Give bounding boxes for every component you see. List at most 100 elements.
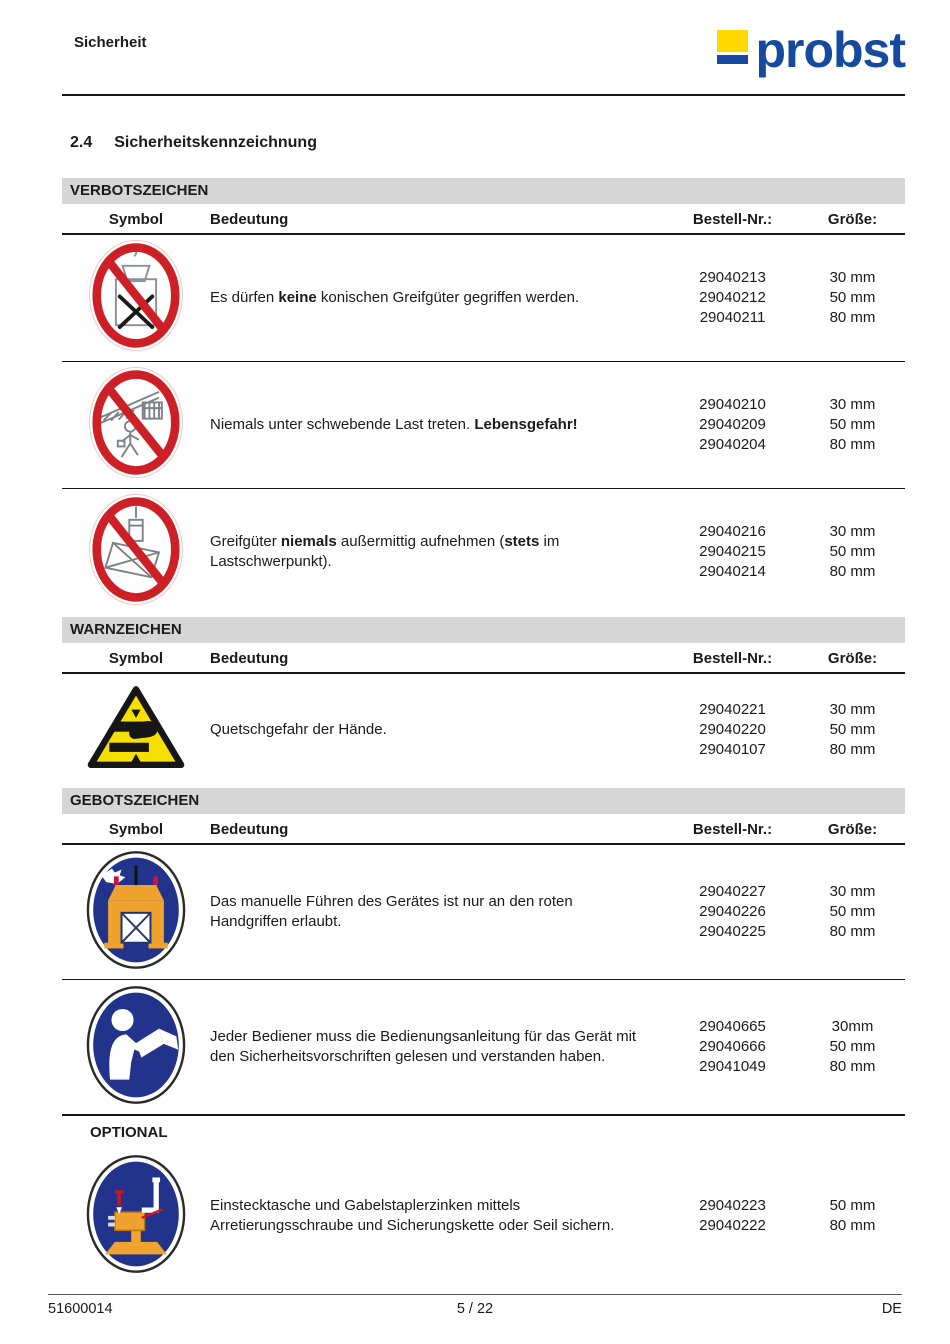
size-value: 50 mm — [829, 721, 876, 738]
order-number: 29041049 — [699, 1058, 766, 1075]
symbol-cell — [62, 362, 210, 488]
column-header-size: Größe: — [827, 211, 878, 228]
order-numbers: 29040221 29040220 29040107 — [665, 700, 800, 760]
order-number: 29040222 — [699, 1217, 766, 1234]
table-row: Jeder Bediener muss die Bedienungsanleit… — [62, 980, 905, 1116]
table-row: Niemals unter schwebende Last treten. Le… — [62, 362, 905, 489]
meaning-text: Es dürfen keine konischen Greifgüter geg… — [210, 288, 648, 308]
no-standing-under-load-prohibition-icon — [88, 366, 184, 484]
symbol-cell — [62, 1150, 210, 1283]
symbol-cell — [62, 981, 210, 1114]
size-value: 80 mm — [829, 436, 876, 453]
symbol-cell — [62, 846, 210, 979]
table-row: Das manuelle Führen des Gerätes ist nur … — [62, 845, 905, 980]
size-value: 80 mm — [829, 741, 876, 758]
order-number: 29040204 — [699, 436, 766, 453]
footer-language: DE — [881, 1301, 902, 1317]
safety-signs-table: VERBOTSZEICHEN Symbol Bedeutung Bestell-Nr.… — [62, 178, 905, 1291]
read-operating-manual-mandatory-icon — [86, 985, 186, 1110]
section-title: Sicherheitskennzeichnung — [114, 134, 317, 151]
order-number: 29040209 — [699, 416, 766, 433]
order-number: 29040225 — [699, 923, 766, 940]
column-header-symbol: Symbol — [108, 211, 164, 228]
group-verbote: VERBOTSZEICHEN Symbol Bedeutung Bestell-Nr.… — [62, 178, 905, 615]
size-value: 80 mm — [829, 1058, 876, 1075]
column-header-size: Größe: — [827, 821, 878, 838]
column-header-meaning: Bedeutung — [210, 650, 289, 667]
size-value: 30 mm — [829, 269, 876, 286]
order-number: 29040220 — [699, 721, 766, 738]
column-header-order-no: Bestell-Nr.: — [692, 211, 773, 228]
order-number: 29040227 — [699, 883, 766, 900]
column-header-row: Symbol Bedeutung Bestell-Nr.: Größe: — [62, 814, 905, 845]
group-optional: OPTIONAL Einstecktasche und Gabelstapler… — [62, 1116, 905, 1291]
size-value: 30mm — [831, 1018, 874, 1035]
size-value: 80 mm — [829, 923, 876, 940]
meaning-segment: Quetschgefahr der Hände. — [210, 721, 387, 738]
order-number: 29040211 — [699, 309, 766, 326]
meaning-text: Quetschgefahr der Hände. — [210, 720, 648, 740]
group-warn: WARNZEICHEN Symbol Bedeutung Bestell-Nr.: Gr… — [62, 617, 905, 786]
footer-doc-number: 51600014 — [48, 1301, 113, 1317]
probst-logo-mark-icon — [717, 30, 749, 64]
meaning-segment: keine — [278, 289, 317, 306]
hand-crush-warning-icon — [84, 682, 188, 779]
section-bar-verbote: VERBOTSZEICHEN — [62, 178, 905, 204]
meaning-segment: Jeder Bediener muss die Bedienungsanleit… — [210, 1028, 637, 1065]
page-header: Sicherheit probst — [62, 22, 906, 90]
meaning-segment: im Lastschwerpunkt). — [210, 533, 560, 570]
optional-label: OPTIONAL — [90, 1124, 168, 1141]
size-value: 50 mm — [829, 543, 876, 560]
order-number: 29040665 — [699, 1018, 766, 1035]
column-header-meaning: Bedeutung — [210, 821, 289, 838]
meaning-segment: Einstecktasche und Gabelstaplerzinken mi… — [210, 1197, 615, 1234]
no-off-center-lifting-prohibition-icon — [88, 493, 184, 611]
sizes: 30 mm 50 mm 80 mm — [800, 700, 905, 760]
footer-page-number: 5 / 22 — [456, 1301, 494, 1317]
table-row: Quetschgefahr der Hände. 29040221 29040220… — [62, 674, 905, 786]
meaning-text: Einstecktasche und Gabelstaplerzinken mi… — [210, 1196, 648, 1236]
order-number: 29040214 — [699, 563, 766, 580]
meaning-segment: außermittig aufnehmen ( — [336, 533, 505, 550]
section-heading: 2.4 Sicherheitskennzeichnung — [70, 134, 905, 152]
symbol-cell — [62, 235, 210, 361]
meaning-segment: stets — [504, 533, 540, 550]
column-header-meaning: Bedeutung — [210, 211, 289, 228]
size-value: 30 mm — [829, 883, 876, 900]
meaning-segment: konischen Greifgüter gegriffen werden. — [316, 289, 580, 306]
meaning-segment: Es dürfen — [210, 289, 279, 306]
footer-divider — [48, 1294, 902, 1295]
order-numbers: 29040665 29040666 29041049 — [665, 1017, 800, 1077]
meaning-segment: Greifgüter — [210, 533, 281, 550]
order-number: 29040223 — [699, 1197, 766, 1214]
size-value: 30 mm — [829, 396, 876, 413]
probst-logo: probst — [717, 22, 906, 78]
order-number: 29040210 — [699, 396, 766, 413]
section-bar-gebote: GEBOTSZEICHEN — [62, 788, 905, 814]
order-number: 29040212 — [699, 289, 766, 306]
order-numbers: 29040223 29040222 — [665, 1196, 800, 1236]
column-header-symbol: Symbol — [108, 821, 164, 838]
symbol-cell — [62, 678, 210, 783]
order-numbers: 29040227 29040226 29040225 — [665, 882, 800, 942]
order-numbers: 29040210 29040209 29040204 — [665, 395, 800, 455]
probst-logo-text: probst — [755, 22, 906, 78]
size-value: 50 mm — [829, 1197, 876, 1214]
order-number: 29040226 — [699, 903, 766, 920]
manual-guiding-red-handles-mandatory-icon — [86, 850, 186, 975]
order-number: 29040666 — [699, 1038, 766, 1055]
size-value: 80 mm — [829, 309, 876, 326]
page-footer: 51600014 5 / 22 DE — [48, 1294, 902, 1317]
order-number: 29040215 — [699, 543, 766, 560]
group-gebote: GEBOTSZEICHEN Symbol Bedeutung Bestell-Nr.:… — [62, 788, 905, 1116]
size-value: 50 mm — [829, 289, 876, 306]
header-divider — [62, 94, 905, 96]
column-header-row: Symbol Bedeutung Bestell-Nr.: Größe: — [62, 204, 905, 235]
size-value: 30 mm — [829, 523, 876, 540]
order-number: 29040107 — [699, 741, 766, 758]
size-value: 50 mm — [829, 903, 876, 920]
sizes: 30mm 50 mm 80 mm — [800, 1017, 905, 1077]
size-value: 80 mm — [829, 1217, 876, 1234]
meaning-segment: Lebensgefahr! — [474, 416, 578, 433]
